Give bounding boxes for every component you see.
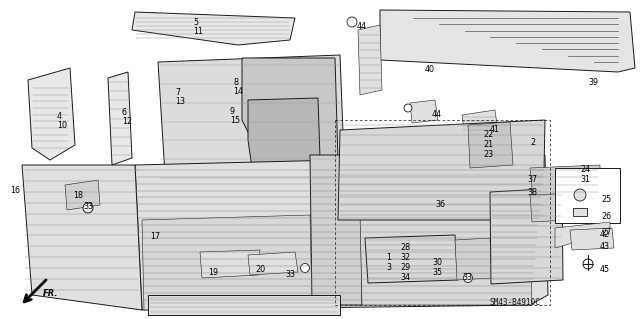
Text: 1: 1 bbox=[386, 253, 391, 262]
Text: 38: 38 bbox=[527, 188, 537, 197]
Polygon shape bbox=[248, 252, 298, 275]
Polygon shape bbox=[108, 72, 132, 165]
Text: 17: 17 bbox=[150, 232, 160, 241]
Polygon shape bbox=[490, 188, 563, 284]
Text: 4: 4 bbox=[57, 112, 62, 121]
Text: 22: 22 bbox=[483, 130, 493, 139]
Text: 33: 33 bbox=[462, 273, 472, 282]
Text: 14: 14 bbox=[233, 87, 243, 96]
Text: 45: 45 bbox=[600, 265, 610, 274]
Text: 29: 29 bbox=[400, 263, 410, 272]
Text: 10: 10 bbox=[57, 121, 67, 130]
Polygon shape bbox=[455, 238, 492, 280]
Polygon shape bbox=[570, 228, 614, 250]
Polygon shape bbox=[142, 215, 312, 310]
Polygon shape bbox=[22, 165, 142, 310]
Text: 33: 33 bbox=[83, 202, 93, 211]
Text: 37: 37 bbox=[527, 175, 537, 184]
Text: 16: 16 bbox=[10, 186, 20, 195]
Text: 35: 35 bbox=[432, 268, 442, 277]
Circle shape bbox=[583, 259, 593, 269]
Text: 43: 43 bbox=[600, 242, 610, 251]
Text: 24: 24 bbox=[580, 165, 590, 174]
Text: 20: 20 bbox=[255, 265, 265, 274]
Text: 42: 42 bbox=[600, 230, 610, 239]
Text: 39: 39 bbox=[588, 78, 598, 87]
Text: 6: 6 bbox=[122, 108, 127, 117]
Text: 23: 23 bbox=[483, 150, 493, 159]
Polygon shape bbox=[158, 55, 345, 200]
Text: 26: 26 bbox=[601, 212, 611, 221]
Text: 12: 12 bbox=[122, 117, 132, 126]
Text: 9: 9 bbox=[230, 107, 235, 116]
Text: 30: 30 bbox=[432, 258, 442, 267]
Text: FR.: FR. bbox=[43, 289, 58, 298]
Polygon shape bbox=[358, 25, 382, 95]
Bar bbox=[555, 168, 620, 223]
Circle shape bbox=[404, 104, 412, 112]
Text: 44: 44 bbox=[357, 22, 367, 31]
Polygon shape bbox=[555, 222, 610, 248]
Circle shape bbox=[301, 263, 310, 272]
Text: 11: 11 bbox=[193, 27, 203, 36]
Text: 44: 44 bbox=[432, 110, 442, 119]
Text: 33: 33 bbox=[285, 270, 295, 279]
Text: 34: 34 bbox=[400, 273, 410, 282]
Polygon shape bbox=[242, 58, 338, 175]
Text: 19: 19 bbox=[208, 268, 218, 277]
Text: 3: 3 bbox=[386, 263, 391, 272]
Polygon shape bbox=[132, 12, 295, 45]
Text: 25: 25 bbox=[601, 195, 611, 204]
Polygon shape bbox=[200, 250, 260, 278]
Text: 8: 8 bbox=[233, 78, 238, 87]
Text: 41: 41 bbox=[490, 125, 500, 134]
Text: 18: 18 bbox=[73, 191, 83, 200]
Circle shape bbox=[574, 189, 586, 201]
Text: 21: 21 bbox=[483, 140, 493, 149]
Text: 32: 32 bbox=[400, 253, 410, 262]
Polygon shape bbox=[28, 68, 75, 160]
Polygon shape bbox=[410, 100, 438, 123]
Text: 36: 36 bbox=[435, 200, 445, 209]
Text: SM43-B4910C: SM43-B4910C bbox=[490, 298, 541, 307]
Text: 5: 5 bbox=[193, 18, 198, 27]
Polygon shape bbox=[360, 215, 532, 305]
Polygon shape bbox=[135, 155, 548, 310]
Polygon shape bbox=[148, 295, 340, 315]
Polygon shape bbox=[65, 180, 100, 210]
Polygon shape bbox=[248, 98, 320, 170]
Text: 27: 27 bbox=[601, 228, 611, 237]
Polygon shape bbox=[462, 110, 498, 137]
Text: 40: 40 bbox=[425, 65, 435, 74]
Polygon shape bbox=[310, 155, 362, 305]
Text: 28: 28 bbox=[400, 243, 410, 252]
Text: 31: 31 bbox=[580, 175, 590, 184]
Circle shape bbox=[463, 273, 472, 283]
Text: 7: 7 bbox=[175, 88, 180, 97]
Polygon shape bbox=[338, 120, 545, 220]
Polygon shape bbox=[380, 10, 635, 72]
Polygon shape bbox=[530, 165, 600, 198]
Polygon shape bbox=[365, 235, 458, 283]
Circle shape bbox=[347, 17, 357, 27]
Text: 13: 13 bbox=[175, 97, 185, 106]
Text: 15: 15 bbox=[230, 116, 240, 125]
Text: 2: 2 bbox=[530, 138, 535, 147]
Bar bbox=[573, 208, 587, 216]
Polygon shape bbox=[530, 192, 600, 222]
Polygon shape bbox=[468, 122, 513, 168]
Circle shape bbox=[83, 203, 93, 213]
